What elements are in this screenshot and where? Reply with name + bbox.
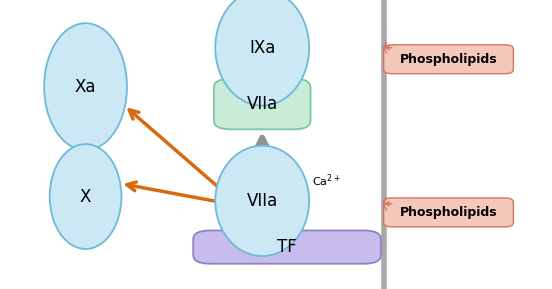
FancyBboxPatch shape: [384, 198, 513, 227]
Text: Phospholipids: Phospholipids: [400, 53, 497, 66]
FancyBboxPatch shape: [193, 231, 381, 264]
Text: VIIa: VIIa: [247, 95, 278, 113]
FancyBboxPatch shape: [384, 45, 513, 74]
Text: X: X: [80, 188, 91, 205]
Text: Ca$^{2+}$: Ca$^{2+}$: [312, 172, 341, 189]
Text: TF: TF: [277, 238, 297, 256]
Text: IXa: IXa: [249, 39, 275, 57]
Ellipse shape: [215, 146, 309, 256]
Text: VIIa: VIIa: [247, 192, 278, 210]
Ellipse shape: [50, 144, 121, 249]
Ellipse shape: [215, 0, 309, 106]
FancyBboxPatch shape: [214, 79, 310, 129]
Text: Xa: Xa: [75, 78, 96, 96]
Text: Phospholipids: Phospholipids: [400, 206, 497, 219]
Ellipse shape: [44, 23, 127, 150]
